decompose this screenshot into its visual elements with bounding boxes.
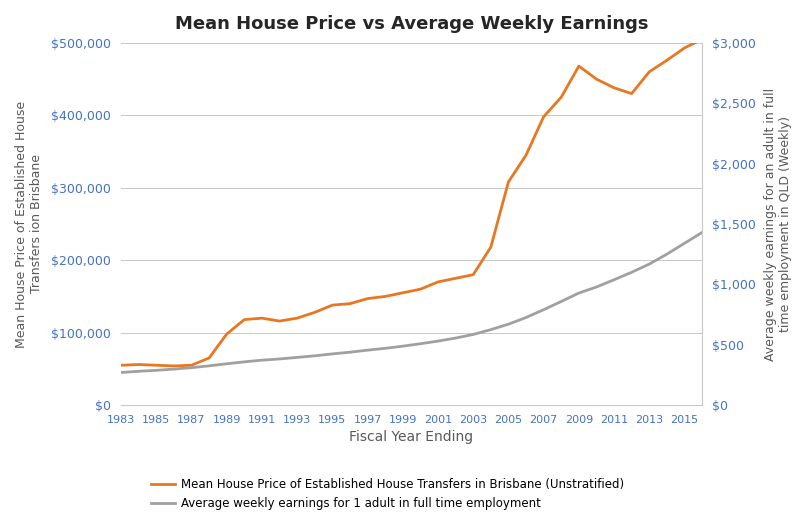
Mean House Price of Established House Transfers in Brisbane (Unstratified) (574, 63, 583, 69)
Average weekly earnings for 1 adult in full time employment (362, 347, 372, 353)
Mean House Price of Established House Transfers in Brisbane (Unstratified) (240, 316, 249, 323)
Average weekly earnings for 1 adult in full time employment (274, 356, 284, 362)
Mean House Price of Established House Transfers in Brisbane (Unstratified) (362, 295, 372, 302)
Mean House Price of Established House Transfers in Brisbane (Unstratified) (592, 76, 601, 82)
Average weekly earnings for 1 adult in full time employment (310, 353, 320, 359)
Average weekly earnings for 1 adult in full time employment (574, 290, 583, 296)
Average weekly earnings for 1 adult in full time employment (328, 351, 337, 357)
Y-axis label: Mean House Price of Established House
Transfers ion Brisbane: Mean House Price of Established House Tr… (15, 100, 43, 348)
Mean House Price of Established House Transfers in Brisbane (Unstratified) (257, 315, 267, 321)
Average weekly earnings for 1 adult in full time employment (116, 370, 126, 376)
Legend: Mean House Price of Established House Transfers in Brisbane (Unstratified), Aver: Mean House Price of Established House Tr… (145, 472, 629, 516)
Average weekly earnings for 1 adult in full time employment (152, 367, 161, 373)
Mean House Price of Established House Transfers in Brisbane (Unstratified) (556, 94, 566, 100)
Mean House Price of Established House Transfers in Brisbane (Unstratified) (274, 318, 284, 324)
Title: Mean House Price vs Average Weekly Earnings: Mean House Price vs Average Weekly Earni… (175, 15, 648, 33)
Mean House Price of Established House Transfers in Brisbane (Unstratified) (645, 69, 654, 75)
Average weekly earnings for 1 adult in full time employment (292, 354, 302, 361)
Average weekly earnings for 1 adult in full time employment (433, 338, 443, 344)
Average weekly earnings for 1 adult in full time employment (592, 284, 601, 290)
Mean House Price of Established House Transfers in Brisbane (Unstratified) (662, 57, 671, 63)
Average weekly earnings for 1 adult in full time employment (240, 359, 249, 365)
Mean House Price of Established House Transfers in Brisbane (Unstratified) (486, 244, 495, 250)
Average weekly earnings for 1 adult in full time employment (204, 363, 214, 369)
Mean House Price of Established House Transfers in Brisbane (Unstratified) (521, 152, 531, 158)
Mean House Price of Established House Transfers in Brisbane (Unstratified) (451, 275, 461, 281)
Average weekly earnings for 1 adult in full time employment (451, 335, 461, 341)
Average weekly earnings for 1 adult in full time employment (645, 261, 654, 267)
Mean House Price of Established House Transfers in Brisbane (Unstratified) (310, 309, 320, 315)
Mean House Price of Established House Transfers in Brisbane (Unstratified) (398, 290, 408, 296)
Average weekly earnings for 1 adult in full time employment (169, 366, 178, 372)
Mean House Price of Established House Transfers in Brisbane (Unstratified) (416, 286, 425, 292)
Average weekly earnings for 1 adult in full time employment (521, 314, 531, 321)
Average weekly earnings for 1 adult in full time employment (134, 368, 144, 374)
Mean House Price of Established House Transfers in Brisbane (Unstratified) (292, 315, 302, 321)
Average weekly earnings for 1 adult in full time employment (662, 251, 671, 257)
Average weekly earnings for 1 adult in full time employment (222, 361, 232, 367)
Mean House Price of Established House Transfers in Brisbane (Unstratified) (116, 362, 126, 369)
Average weekly earnings for 1 adult in full time employment (504, 321, 513, 327)
Mean House Price of Established House Transfers in Brisbane (Unstratified) (697, 36, 707, 42)
Mean House Price of Established House Transfers in Brisbane (Unstratified) (679, 45, 689, 51)
Average weekly earnings for 1 adult in full time employment (398, 343, 408, 349)
Average weekly earnings for 1 adult in full time employment (486, 326, 495, 333)
Average weekly earnings for 1 adult in full time employment (609, 277, 619, 283)
Average weekly earnings for 1 adult in full time employment (345, 349, 355, 355)
Mean House Price of Established House Transfers in Brisbane (Unstratified) (609, 85, 619, 91)
Average weekly earnings for 1 adult in full time employment (556, 299, 566, 305)
Mean House Price of Established House Transfers in Brisbane (Unstratified) (539, 114, 549, 120)
Mean House Price of Established House Transfers in Brisbane (Unstratified) (504, 179, 513, 185)
Mean House Price of Established House Transfers in Brisbane (Unstratified) (328, 302, 337, 309)
Average weekly earnings for 1 adult in full time employment (468, 331, 478, 338)
Mean House Price of Established House Transfers in Brisbane (Unstratified) (627, 90, 637, 97)
Mean House Price of Established House Transfers in Brisbane (Unstratified) (468, 271, 478, 278)
Mean House Price of Established House Transfers in Brisbane (Unstratified) (134, 361, 144, 367)
Mean House Price of Established House Transfers in Brisbane (Unstratified) (345, 301, 355, 307)
Mean House Price of Established House Transfers in Brisbane (Unstratified) (222, 331, 232, 337)
Average weekly earnings for 1 adult in full time employment (416, 341, 425, 347)
Mean House Price of Established House Transfers in Brisbane (Unstratified) (433, 279, 443, 285)
Average weekly earnings for 1 adult in full time employment (380, 345, 390, 351)
Average weekly earnings for 1 adult in full time employment (257, 357, 267, 363)
Mean House Price of Established House Transfers in Brisbane (Unstratified) (186, 362, 196, 369)
Average weekly earnings for 1 adult in full time employment (627, 269, 637, 276)
Mean House Price of Established House Transfers in Brisbane (Unstratified) (380, 293, 390, 300)
Average weekly earnings for 1 adult in full time employment (697, 229, 707, 235)
Mean House Price of Established House Transfers in Brisbane (Unstratified) (204, 355, 214, 361)
X-axis label: Fiscal Year Ending: Fiscal Year Ending (349, 430, 474, 444)
Mean House Price of Established House Transfers in Brisbane (Unstratified) (169, 363, 178, 369)
Y-axis label: Average weekly earnings for an adult in full
time employment in QLD (Weekly): Average weekly earnings for an adult in … (764, 87, 792, 361)
Average weekly earnings for 1 adult in full time employment (679, 240, 689, 246)
Line: Average weekly earnings for 1 adult in full time employment: Average weekly earnings for 1 adult in f… (121, 232, 702, 373)
Line: Mean House Price of Established House Transfers in Brisbane (Unstratified): Mean House Price of Established House Tr… (121, 39, 702, 366)
Mean House Price of Established House Transfers in Brisbane (Unstratified) (152, 362, 161, 369)
Average weekly earnings for 1 adult in full time employment (186, 364, 196, 371)
Average weekly earnings for 1 adult in full time employment (539, 306, 549, 313)
